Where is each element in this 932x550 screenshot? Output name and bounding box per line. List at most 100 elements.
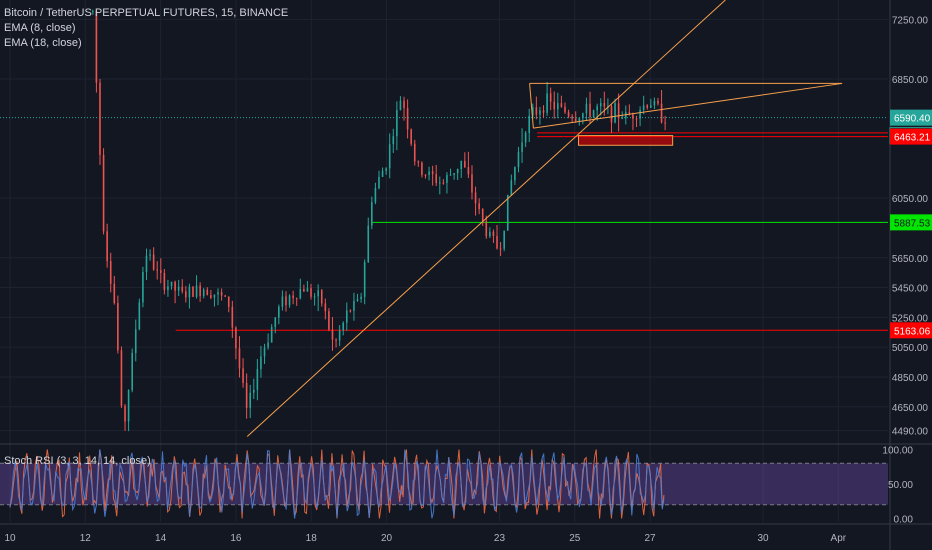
candle-body (524, 132, 527, 143)
candle-body (506, 194, 509, 231)
candle-body (528, 115, 531, 133)
candle-body (113, 283, 116, 304)
candle-body (614, 103, 616, 123)
candle-body (213, 294, 216, 298)
rsi-tick-label: 50.00 (888, 480, 913, 491)
candle-body (281, 296, 284, 307)
candle-body (278, 306, 280, 318)
candle-body (288, 295, 291, 306)
candle-body (578, 118, 581, 122)
candle-body (492, 231, 495, 237)
candle-body (417, 161, 420, 163)
rsi-k-line (9, 449, 665, 519)
candle-body (163, 273, 166, 290)
candle-body (145, 255, 148, 273)
price-tick-label: 5250.00 (892, 313, 929, 324)
trendline-2 (529, 83, 534, 129)
candle-body (424, 174, 427, 176)
price-tick-label: 5050.00 (892, 343, 929, 354)
candle-body (231, 306, 234, 328)
candle-body (192, 286, 194, 297)
candle-body (320, 290, 323, 304)
candle-body (292, 295, 294, 299)
time-tick-label: 25 (569, 533, 581, 544)
candle-body (167, 286, 169, 290)
candle-body (564, 106, 566, 113)
candle-body (142, 272, 144, 303)
candle-body (109, 261, 112, 284)
candle-body (310, 288, 312, 297)
candle-body (156, 269, 159, 271)
candle-body (295, 298, 298, 300)
candle-body (514, 167, 516, 181)
candle-body (406, 108, 409, 130)
current-price-badge-text: 6590.40 (894, 114, 931, 125)
candle-body (403, 100, 405, 109)
candle-body (657, 100, 659, 104)
candles (92, 9, 666, 432)
candle-body (421, 162, 423, 175)
candle-body (471, 174, 473, 193)
level-5163-badge-text: 5163.06 (894, 326, 931, 337)
candle-body (542, 110, 545, 113)
candle-body (438, 182, 441, 184)
candle-body (374, 188, 377, 203)
price-tick-label: 5650.00 (892, 254, 929, 265)
candle-body (642, 105, 645, 110)
candle-body (92, 11, 94, 13)
candle-body (388, 144, 391, 169)
candle-body (410, 129, 412, 144)
candle-body (385, 168, 387, 171)
candle-body (446, 175, 448, 183)
time-tick-label: Apr (831, 533, 847, 544)
candle-body (435, 174, 438, 184)
axes: 7250.00 6850.00 6050.00 5650.00 5450.00 5250.… (4, 15, 928, 544)
candle-body (188, 286, 191, 298)
candle-body (392, 136, 395, 145)
candle-body (456, 168, 459, 174)
level-5163-badge-bg (890, 322, 932, 339)
candle-body (174, 281, 176, 291)
candle-body (342, 322, 345, 331)
candle-body (328, 311, 330, 330)
current-price-badge-bg (890, 109, 932, 126)
candle-body (460, 160, 463, 169)
candle-body (285, 296, 287, 306)
candle-body (453, 173, 455, 175)
trendline-0 (246, 0, 726, 437)
candle-body (338, 330, 341, 341)
candle-body (381, 170, 384, 177)
level-5163-badge: 5163.06 (890, 322, 932, 339)
candle-body (299, 289, 302, 299)
candle-body (195, 285, 198, 297)
candle-body (599, 103, 602, 107)
level-6463-badge-text: 6463.21 (894, 133, 931, 144)
candle-body (646, 105, 649, 108)
candle-body (489, 231, 491, 237)
candle-body (571, 116, 573, 119)
candle-body (363, 262, 366, 297)
level-5887-badge-text: 5887.53 (894, 218, 931, 229)
candle-body (235, 327, 237, 349)
candle-body (481, 209, 484, 222)
candle-body (396, 110, 398, 137)
chart-legend: Bitcoin / TetherUS PERPETUAL FUTURES, 15… (4, 6, 288, 51)
candle-body (521, 142, 523, 153)
time-tick-label: 27 (645, 533, 657, 544)
candle-body (567, 112, 570, 117)
zone-box-0 (578, 135, 674, 146)
candle-body (539, 110, 541, 115)
candle-body (610, 106, 613, 123)
candle-body (660, 103, 663, 123)
candle-body (431, 171, 434, 175)
candle-body (378, 176, 380, 189)
rsi-tick-label: 100.00 (882, 445, 913, 456)
candle-body (399, 100, 402, 111)
candle-body (617, 103, 620, 119)
candle-body (353, 300, 355, 311)
candle-body (574, 118, 577, 122)
